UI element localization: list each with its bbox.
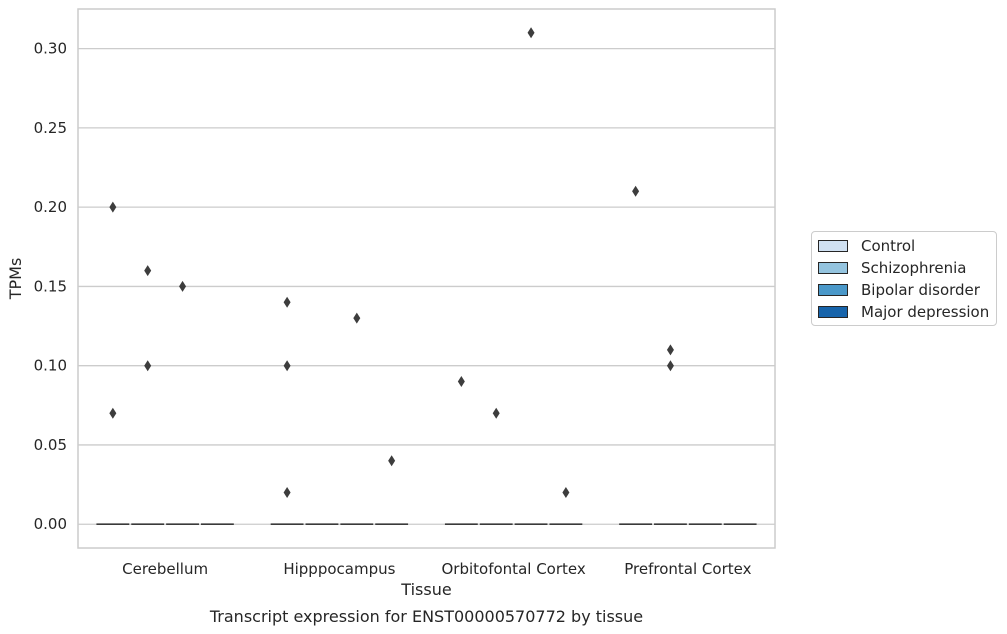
- x-tick-label: Orbitofontal Cortex: [442, 560, 586, 578]
- outlier-point: [527, 27, 535, 39]
- legend-swatch-bipolar-disorder: [818, 284, 848, 296]
- legend-label-schizophrenia: Schizophrenia: [861, 259, 967, 277]
- outlier-point: [457, 376, 465, 388]
- gridlines: [78, 47, 775, 525]
- legend-label-major-depression: Major depression: [861, 303, 990, 321]
- outlier-point: [666, 344, 674, 356]
- x-tick-label: Cerebellum: [122, 560, 208, 578]
- x-tick-label: Prefrontal Cortex: [624, 560, 751, 578]
- legend-swatch-schizophrenia: [818, 262, 848, 274]
- outlier-point: [283, 487, 291, 499]
- y-tick-label: 0.05: [34, 436, 67, 454]
- legend-item-bipolar-disorder: Bipolar disorder: [818, 279, 980, 301]
- plot-area-frame: [77, 8, 776, 549]
- y-axis-label: TPMs: [6, 258, 25, 301]
- outlier-point: [179, 280, 187, 292]
- y-tick-label: 0.15: [34, 277, 67, 295]
- outlier-point: [632, 185, 640, 197]
- y-tick-label: 0.00: [34, 515, 67, 533]
- chart-title: Transcript expression for ENST0000057077…: [209, 607, 643, 626]
- legend-item-major-depression: Major depression: [818, 301, 989, 323]
- outlier-point: [562, 487, 570, 499]
- x-tick-label: Hipppocampus: [283, 560, 395, 578]
- outlier-point: [388, 455, 396, 467]
- outlier-points: [109, 27, 674, 499]
- legend-item-control: Control: [818, 235, 915, 257]
- outlier-point: [109, 407, 117, 419]
- outlier-point: [144, 265, 152, 277]
- legend-item-schizophrenia: Schizophrenia: [818, 257, 966, 279]
- outlier-point: [666, 360, 674, 372]
- outlier-point: [283, 296, 291, 308]
- legend-label-bipolar-disorder: Bipolar disorder: [861, 281, 980, 299]
- y-tick-label: 0.20: [34, 198, 67, 216]
- x-axis-ticks: Cerebellum Hipppocampus Orbitofontal Corte…: [122, 560, 751, 578]
- legend: Control Schizophrenia Bipolar disorder M…: [811, 231, 997, 326]
- outlier-point: [144, 360, 152, 372]
- outlier-point: [283, 360, 291, 372]
- y-tick-label: 0.25: [34, 119, 67, 137]
- x-axis-label: Tissue: [400, 580, 451, 599]
- y-tick-label: 0.30: [34, 40, 67, 58]
- outlier-point: [109, 201, 117, 213]
- y-axis-ticks: 0.00 0.05 0.10 0.15 0.20 0.25 0.30: [34, 40, 67, 534]
- legend-swatch-control: [818, 240, 848, 252]
- outlier-point: [353, 312, 361, 324]
- legend-swatch-major-depression: [818, 306, 848, 318]
- legend-label-control: Control: [861, 237, 916, 255]
- y-tick-label: 0.10: [34, 357, 67, 375]
- outlier-point: [492, 407, 500, 419]
